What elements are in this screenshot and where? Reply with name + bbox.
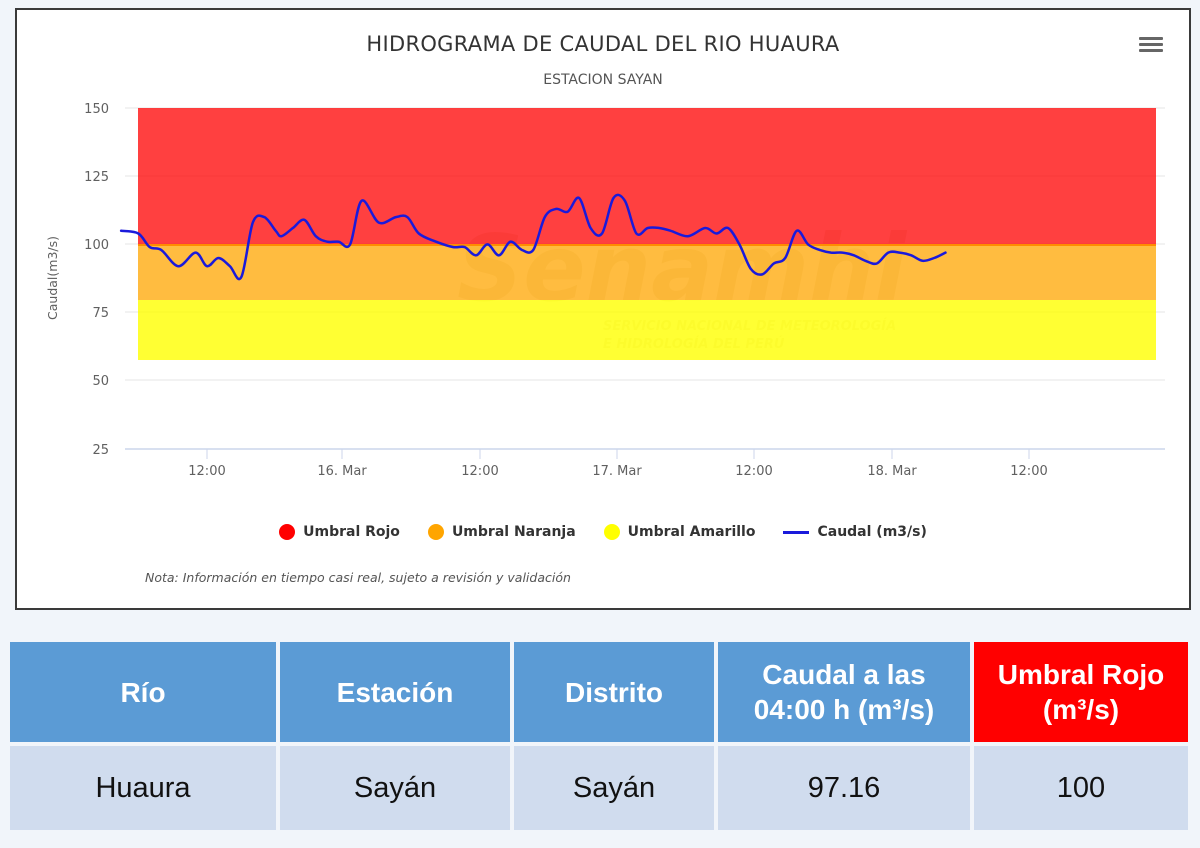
cell-rio: Huaura bbox=[10, 746, 276, 830]
red-dot-icon bbox=[279, 524, 296, 540]
caudal-series-line bbox=[119, 193, 947, 281]
yellow-dot-icon bbox=[603, 524, 620, 540]
chart-subtitle: ESTACION SAYAN bbox=[543, 72, 663, 88]
cell-caudal: 97.16 bbox=[718, 746, 970, 830]
band-rojo bbox=[138, 108, 1156, 245]
svg-text:125: 125 bbox=[84, 170, 109, 185]
hydrograph-chart: HIDROGRAMA DE CAUDAL DEL RIO HUAURA ESTA… bbox=[15, 8, 1191, 610]
svg-text:12:00: 12:00 bbox=[188, 464, 225, 479]
station-summary-table: Río Estación Distrito Caudal a las 04:00 … bbox=[6, 638, 1192, 834]
band-naranja bbox=[138, 245, 1156, 300]
table-row: Huaura Sayán Sayán 97.16 100 bbox=[10, 746, 1188, 830]
chart-note: Nota: Información en tiempo casi real, s… bbox=[145, 570, 571, 585]
svg-text:12:00: 12:00 bbox=[1010, 464, 1047, 479]
header-rio: Río bbox=[10, 642, 276, 742]
svg-text:100: 100 bbox=[84, 238, 109, 253]
svg-text:18. Mar: 18. Mar bbox=[867, 464, 917, 479]
band-amarillo bbox=[138, 300, 1156, 360]
header-caudal: Caudal a las 04:00 h (m³/s) bbox=[718, 642, 970, 742]
svg-text:25: 25 bbox=[92, 443, 109, 458]
header-estacion: Estación bbox=[280, 642, 510, 742]
svg-text:16. Mar: 16. Mar bbox=[317, 464, 367, 479]
legend-item-umbral-naranja[interactable]: Umbral Naranja bbox=[427, 524, 576, 540]
blue-line-icon bbox=[783, 530, 810, 534]
cell-distrito: Sayán bbox=[514, 746, 714, 830]
legend-item-umbral-rojo[interactable]: Umbral Rojo bbox=[279, 524, 400, 540]
cell-umbral-rojo: 100 bbox=[974, 746, 1188, 830]
y-axis-labels: 150 125 100 75 50 25 bbox=[84, 102, 109, 458]
plot-area: Senamhi SERVICIO NACIONAL DE METEOROLOGÍ… bbox=[45, 102, 1165, 479]
svg-text:17. Mar: 17. Mar bbox=[592, 464, 642, 479]
cell-estacion: Sayán bbox=[280, 746, 510, 830]
svg-text:150: 150 bbox=[84, 102, 109, 117]
hamburger-menu-icon[interactable] bbox=[1139, 37, 1163, 55]
svg-text:12:00: 12:00 bbox=[461, 464, 498, 479]
y-axis-title: Caudal(m3/s) bbox=[45, 236, 60, 320]
header-distrito: Distrito bbox=[514, 642, 714, 742]
x-axis-labels: 12:00 16. Mar 12:00 17. Mar 12:00 18. Ma… bbox=[188, 464, 1047, 479]
svg-text:50: 50 bbox=[92, 374, 109, 389]
chart-legend: Umbral Rojo Umbral Naranja Umbral Amaril… bbox=[17, 524, 1189, 540]
svg-text:12:00: 12:00 bbox=[735, 464, 772, 479]
header-umbral-rojo: Umbral Rojo (m³/s) bbox=[974, 642, 1188, 742]
legend-item-umbral-amarillo[interactable]: Umbral Amarillo bbox=[603, 524, 755, 540]
table-header-row: Río Estación Distrito Caudal a las 04:00 … bbox=[10, 642, 1188, 742]
legend-item-caudal[interactable]: Caudal (m3/s) bbox=[783, 524, 927, 540]
orange-dot-icon bbox=[427, 524, 444, 540]
svg-text:75: 75 bbox=[92, 306, 109, 321]
chart-title: HIDROGRAMA DE CAUDAL DEL RIO HUAURA bbox=[366, 32, 840, 56]
